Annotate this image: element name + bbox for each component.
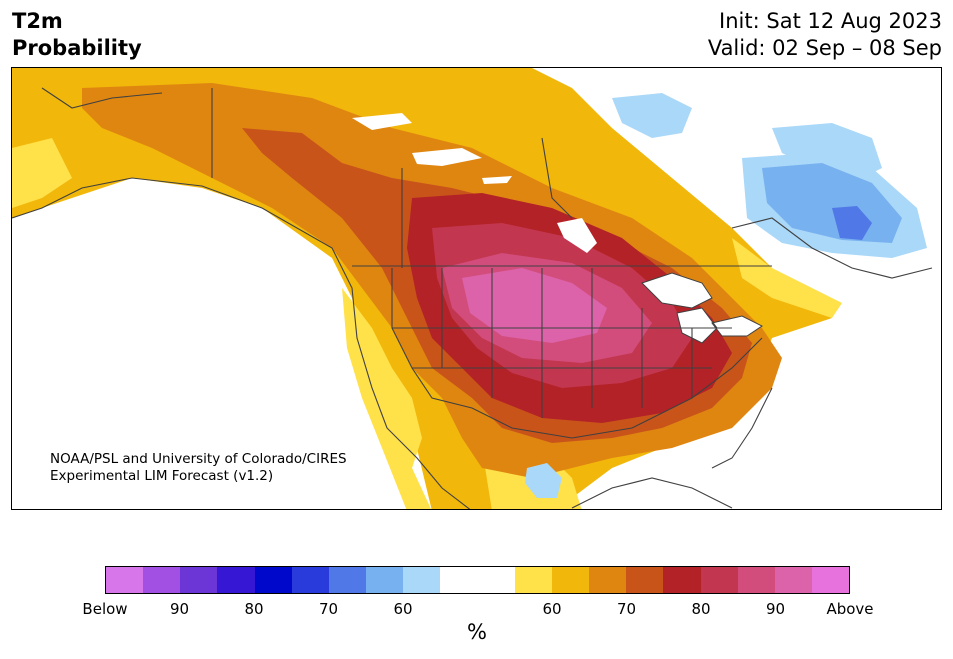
colorbar-segment bbox=[737, 567, 775, 593]
colorbar-tick-label: Above bbox=[826, 600, 874, 618]
colorbar-segment bbox=[774, 567, 812, 593]
colorbar-tick-label: 70 bbox=[616, 600, 637, 618]
colorbar bbox=[105, 566, 850, 594]
colorbar-segment bbox=[514, 567, 552, 593]
colorbar-segment bbox=[663, 567, 701, 593]
colorbar-segment bbox=[143, 567, 181, 593]
map-canvas bbox=[12, 68, 933, 509]
colorbar-tick-label: 90 bbox=[765, 600, 786, 618]
credit-line-2: Experimental LIM Forecast (v1.2) bbox=[50, 468, 274, 484]
credit-line-1: NOAA/PSL and University of Colorado/CIRE… bbox=[50, 451, 347, 467]
colorbar-segment bbox=[589, 567, 627, 593]
colorbar-segment bbox=[180, 567, 218, 593]
colorbar-segment bbox=[700, 567, 738, 593]
colorbar-segment bbox=[477, 567, 515, 593]
colorbar-ticks: Below 90 80 70 60 60 70 80 90 Above bbox=[0, 600, 953, 620]
boundaries bbox=[12, 87, 933, 509]
colorbar-segment bbox=[626, 567, 664, 593]
title-variable: T2m bbox=[12, 9, 63, 33]
colorbar-tick-label: 80 bbox=[244, 600, 264, 618]
colorbar-tick-label: Below bbox=[82, 600, 128, 618]
colorbar-segment bbox=[440, 567, 478, 593]
credit-text: NOAA/PSL and University of Colorado/CIRE… bbox=[50, 451, 347, 485]
title-type: Probability bbox=[12, 36, 142, 60]
colorbar-segment bbox=[106, 567, 144, 593]
probability-map: NOAA/PSL and University of Colorado/CIRE… bbox=[11, 67, 942, 510]
colorbar-segment bbox=[366, 567, 404, 593]
colorbar-unit: % bbox=[467, 620, 487, 644]
region-above-60-east bbox=[732, 238, 842, 318]
region-below-70 bbox=[832, 206, 872, 240]
colorbar-segment bbox=[403, 567, 441, 593]
northern-lakes bbox=[352, 113, 597, 253]
colorbar-segment bbox=[551, 567, 590, 593]
map-title: T2m Probability bbox=[12, 8, 142, 62]
colorbar-segment bbox=[291, 567, 329, 593]
great-lakes bbox=[641, 272, 763, 344]
colorbar-segment bbox=[254, 567, 292, 593]
colorbar-segment bbox=[217, 567, 255, 593]
colorbar-tick-label: 90 bbox=[169, 600, 190, 618]
colorbar-segment bbox=[328, 567, 367, 593]
valid-range: Valid: 02 Sep – 08 Sep bbox=[707, 36, 942, 60]
colorbar-tick-label: 70 bbox=[318, 600, 339, 618]
date-info: Init: Sat 12 Aug 2023 Valid: 02 Sep – 08… bbox=[708, 8, 942, 62]
colorbar-tick-label: 60 bbox=[542, 600, 562, 618]
region-below-60-mexico bbox=[525, 463, 562, 498]
colorbar-segment bbox=[811, 567, 850, 593]
region-above-95 bbox=[462, 268, 607, 343]
init-date: Init: Sat 12 Aug 2023 bbox=[719, 9, 942, 33]
colorbar-tick-label: 60 bbox=[393, 600, 413, 618]
colorbar-tick-label: 80 bbox=[691, 600, 711, 618]
